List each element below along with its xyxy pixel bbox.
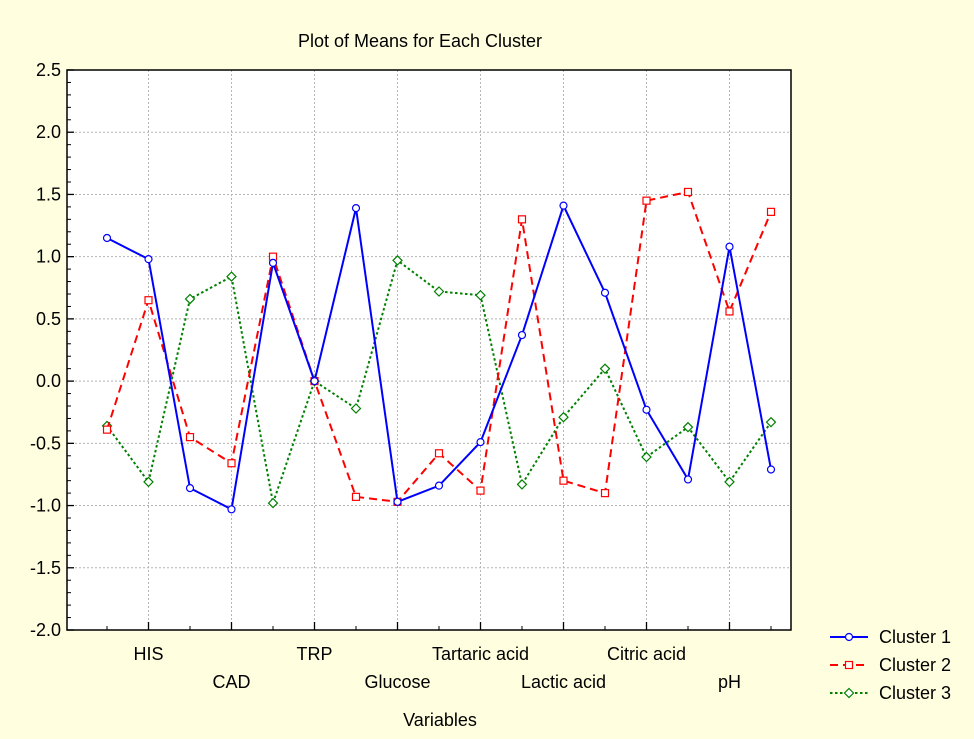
data-point (434, 481, 444, 490)
data-point (310, 377, 319, 386)
data-point (642, 196, 651, 205)
data-point (268, 258, 278, 267)
x-category-label: pH (718, 672, 741, 692)
y-tick-label: -2.0 (30, 620, 61, 640)
data-point (475, 289, 486, 301)
x-category-label: Lactic acid (521, 672, 606, 692)
x-category-label: Tartaric acid (432, 644, 529, 664)
data-point (599, 363, 611, 375)
data-point (559, 476, 568, 485)
data-point (185, 484, 195, 493)
series-line (106, 258, 772, 508)
data-point (184, 293, 196, 305)
y-axis: 2.5 2.0 1.5 1.0 0.5 0.0 -0.5 -1.0 -1.5 -2.0 (30, 60, 74, 640)
data-point (227, 459, 236, 468)
data-point (682, 421, 694, 433)
legend-label: Cluster 2 (879, 655, 951, 675)
data-point (725, 242, 734, 251)
chart-title: Plot of Means for Each Cluster (298, 31, 542, 51)
data-point (843, 687, 855, 699)
data-point (724, 476, 735, 488)
y-tick-label: -0.5 (30, 433, 61, 453)
data-point (144, 296, 153, 305)
y-tick-label: 0.5 (36, 309, 61, 329)
plot-frame (66, 69, 792, 631)
y-tick-label: 1.0 (36, 247, 61, 267)
data-point (600, 489, 610, 498)
data-point (185, 433, 195, 442)
y-tick-label: 1.5 (36, 184, 61, 204)
data-point (517, 215, 527, 224)
x-category-label: HIS (133, 644, 163, 664)
data-point (350, 403, 362, 414)
data-point (476, 486, 485, 495)
x-category-label: Glucose (364, 672, 430, 692)
data-point (143, 476, 154, 488)
data-point (725, 307, 734, 316)
data-point (558, 411, 569, 423)
data-point (844, 660, 854, 670)
x-category-label: TRP (297, 644, 333, 664)
data-point (102, 233, 112, 243)
data-point (393, 497, 402, 506)
data-point (227, 505, 236, 514)
data-point (641, 451, 652, 463)
data-point (102, 425, 112, 434)
series-layer (101, 187, 777, 514)
plot-area (67, 70, 791, 630)
data-point (433, 286, 445, 297)
data-point (765, 416, 777, 428)
data-point (351, 204, 361, 213)
data-point (434, 449, 444, 458)
data-point (267, 497, 279, 509)
y-tick-label: 0.0 (36, 371, 61, 391)
legend-label: Cluster 1 (879, 627, 951, 647)
data-point (766, 207, 776, 216)
data-point (683, 475, 693, 484)
x-category-label: Citric acid (607, 644, 686, 664)
data-point (144, 255, 153, 264)
legend: Cluster 1 Cluster 2 Cluster 3 (830, 627, 951, 703)
x-category-label: CAD (212, 672, 250, 692)
y-tick-label: -1.5 (30, 558, 61, 578)
legend-label: Cluster 3 (879, 683, 951, 703)
data-point (351, 492, 361, 501)
data-point (517, 330, 527, 340)
data-point (642, 405, 651, 414)
data-point (226, 271, 237, 282)
data-point (559, 201, 568, 210)
data-point (766, 465, 776, 474)
x-axis-label: Variables (403, 710, 477, 730)
data-point (516, 479, 528, 490)
grid (67, 70, 791, 630)
data-point (476, 437, 485, 447)
data-point (683, 187, 693, 197)
data-point (600, 288, 610, 297)
y-tick-label: 2.0 (36, 122, 61, 142)
y-tick-label: -1.0 (30, 496, 61, 516)
data-point (844, 632, 854, 642)
data-point (392, 255, 403, 266)
y-tick-label: 2.5 (36, 60, 61, 80)
